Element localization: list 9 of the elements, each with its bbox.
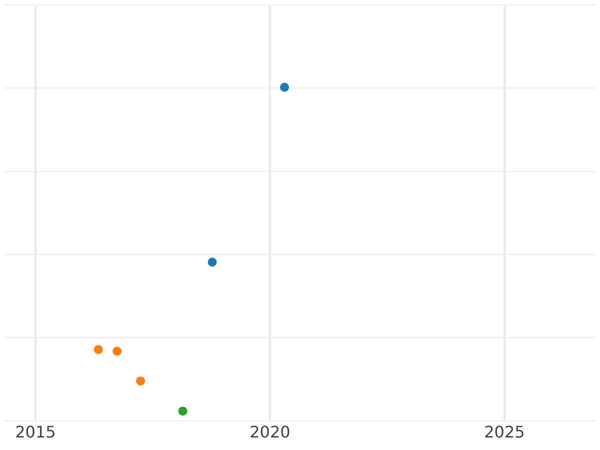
point [208,258,217,267]
point [94,345,103,354]
point [280,82,290,92]
x-tick-label: 2020 [250,422,290,442]
x-tick-label: 2025 [484,422,525,442]
point [178,406,188,416]
point [136,376,146,386]
x-tick-label: 2015 [15,422,56,442]
point [112,346,122,356]
